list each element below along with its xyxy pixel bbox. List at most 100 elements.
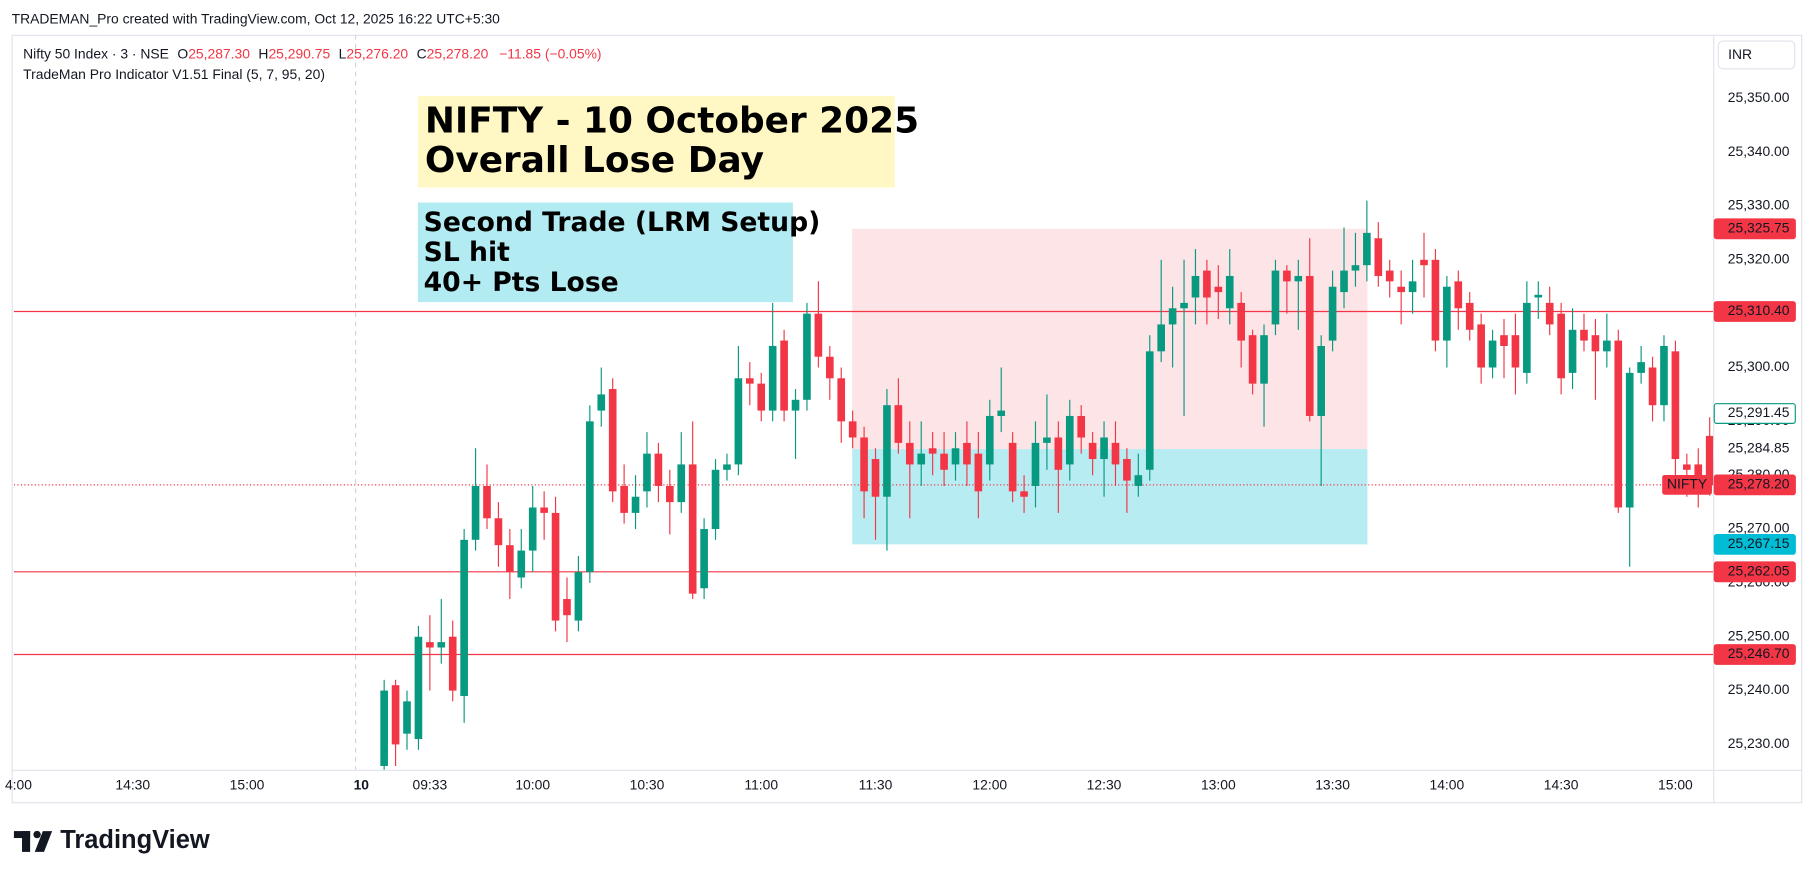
candle-body [1328,286,1337,341]
annotation-note: Second Trade (LRM Setup) [424,207,821,238]
candle-body [1511,335,1520,368]
price-label-box [1713,644,1796,665]
chart-frame [11,34,1803,804]
candle-body [1660,345,1668,406]
brand-logo [13,830,53,852]
candle-body [608,389,617,492]
legend-key: H [258,45,268,61]
candle-body [1225,275,1234,309]
target-zone [852,449,1368,545]
candle-body [1248,335,1257,384]
candle-body [1580,329,1588,341]
symbol-tag: NIFTY [1667,476,1707,492]
candle-body [391,685,400,745]
candle-body [768,345,777,411]
price-label: 25,267.15 [1728,535,1790,551]
candle-body [745,378,754,384]
x-tick-label: 14:30 [1544,777,1579,793]
candle-body [734,378,743,465]
header: TRADEMAN_Pro created with TradingView.co… [12,10,501,26]
candle-body [871,459,880,497]
candle-body [506,545,514,573]
candle-body [1134,475,1143,486]
candle-body [1534,294,1543,298]
x-tick-label: 12:30 [1087,777,1122,793]
overlay: Nifty 50 Index · 3 · NSE O25,287.30 H25,… [13,40,1796,854]
indicator-label: TradeMan Pro Indicator V1.51 Final (5, 7… [23,66,325,82]
candle-body [1408,281,1417,293]
candle-body [1065,415,1074,465]
candle-body [1694,464,1703,476]
y-tick-label: 25,230.00 [1728,735,1790,751]
brand: TradingView [60,826,210,854]
candle-body [848,421,857,438]
x-tick-label: 11:30 [859,777,893,793]
candle-body [1020,491,1028,497]
price-label-box [1713,533,1796,555]
price-label-box [1713,561,1796,583]
legend-key: O [177,45,188,61]
annotation-title: NIFTY - 10 October 2025 [425,101,919,142]
x-tick-label: 11:00 [744,777,778,793]
candle-body [1420,259,1428,266]
candle-body [471,485,480,540]
y-tick-label: 25,340.00 [1728,143,1790,159]
candle-body [997,410,1006,416]
candle-body [528,507,537,551]
candle-body [940,453,948,470]
candle-body [597,394,606,411]
candle-body [951,448,960,465]
y-tick-label: 25,320.00 [1728,250,1790,266]
candle-body [1637,362,1645,373]
candle-body [1305,275,1314,416]
candle-body [1283,270,1291,282]
candle-body [654,453,663,486]
price-label: 25,310.40 [1728,302,1790,318]
price-label: 25,246.70 [1728,645,1790,661]
plot-area [13,34,1714,770]
x-tick-label: 10:30 [630,777,665,793]
candle-body [1683,464,1691,470]
candle-body [1465,302,1474,330]
candle-body [574,572,583,621]
candle-body [985,415,994,465]
currency-button[interactable] [1717,40,1796,70]
candle-body [1591,335,1600,352]
candle-body [928,448,937,454]
candle-body [460,539,468,696]
candle-body [757,383,766,411]
candle-body [1671,351,1680,460]
candle-body [1385,270,1394,282]
annotation-note: 40+ Pts Lose [424,267,619,298]
candle-body [825,356,834,379]
candle-body [1077,415,1086,438]
price-label: 25,284.85 [1728,440,1790,456]
x-tick-label: 4:00 [5,777,32,793]
x-tick-label: 09:33 [412,777,447,793]
candle-body [1237,302,1245,341]
x-tick-label: 10:00 [515,777,550,793]
candle-body [643,453,651,492]
price-label-box [1713,218,1796,240]
candle-body [780,340,788,411]
legend-value: 25,290.75 [268,45,330,61]
price-label: 25,278.20 [1728,476,1790,492]
candle-body [803,313,811,400]
candle-body [1363,232,1371,266]
candle-body [1168,308,1177,325]
currency[interactable]: INR [1728,46,1752,62]
candle-body [1214,286,1223,293]
candle-body [860,437,868,492]
candle-body [814,313,823,357]
price-label-box [1713,403,1796,424]
candle-body [1031,442,1040,486]
candle-body [483,485,491,519]
candle-body [1203,270,1211,298]
legend-key: C [417,45,427,61]
candle-body [1397,286,1405,293]
candle-body [1180,302,1188,309]
y-tick-label: 25,270.00 [1728,520,1790,536]
candle-body [917,453,926,465]
